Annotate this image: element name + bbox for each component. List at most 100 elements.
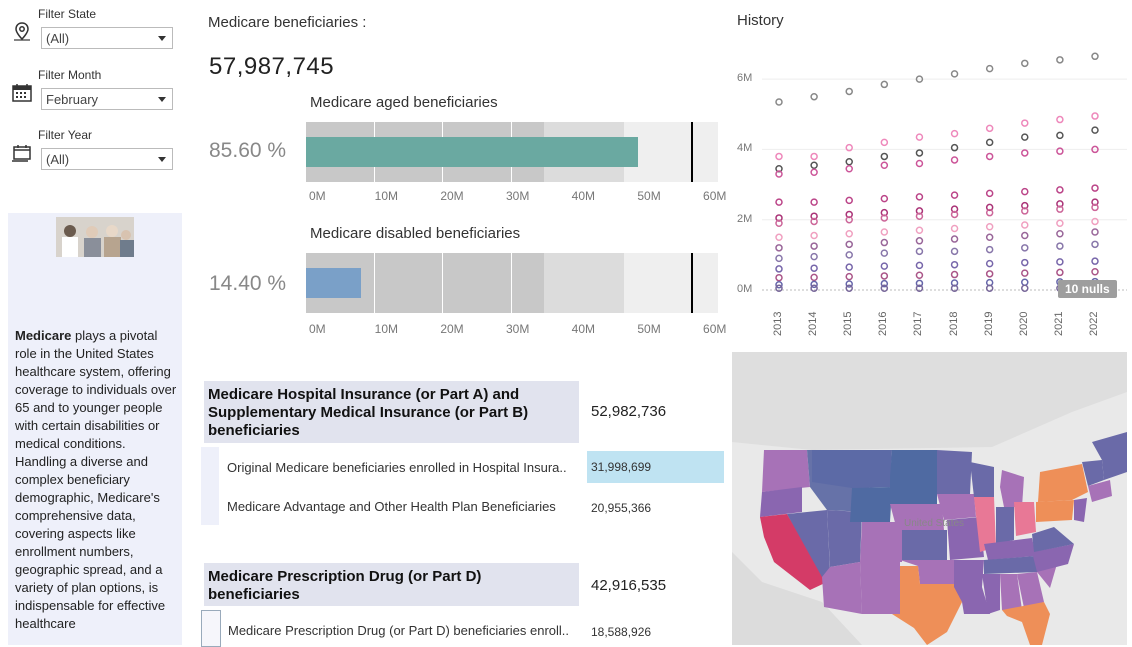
data-point[interactable]	[810, 161, 818, 169]
data-point[interactable]	[845, 251, 853, 259]
state-tn[interactable]	[984, 556, 1038, 574]
data-point[interactable]	[915, 133, 924, 141]
data-point[interactable]	[985, 222, 994, 231]
data-point[interactable]	[950, 210, 959, 219]
state-mt[interactable]	[812, 450, 892, 488]
nulls-badge[interactable]: 10 nulls	[1058, 280, 1117, 298]
data-point[interactable]	[1056, 268, 1064, 277]
data-point[interactable]	[1021, 149, 1029, 157]
us-choropleth-map[interactable]: United States	[732, 352, 1127, 645]
data-point[interactable]	[950, 156, 959, 164]
data-point[interactable]	[880, 194, 889, 203]
state-sd[interactable]	[890, 477, 937, 504]
data-point[interactable]	[985, 138, 994, 147]
data-point[interactable]	[985, 189, 994, 198]
state-pa[interactable]	[1036, 500, 1074, 522]
data-point[interactable]	[1021, 207, 1029, 215]
data-point[interactable]	[1091, 240, 1099, 249]
data-point[interactable]	[810, 231, 818, 240]
data-point[interactable]	[1091, 52, 1099, 61]
data-point[interactable]	[915, 284, 924, 292]
data-point[interactable]	[775, 170, 783, 178]
data-point[interactable]	[880, 272, 889, 280]
data-point[interactable]	[1056, 56, 1064, 64]
data-point[interactable]	[1021, 258, 1029, 267]
data-point[interactable]	[915, 237, 924, 245]
data-point[interactable]	[915, 261, 924, 270]
data-point[interactable]	[775, 273, 783, 282]
data-point[interactable]	[1091, 217, 1099, 226]
data-point[interactable]	[1021, 284, 1029, 292]
state-nc[interactable]	[1032, 544, 1074, 572]
data-point[interactable]	[1021, 231, 1029, 240]
data-point[interactable]	[915, 247, 924, 256]
data-point[interactable]	[950, 70, 959, 78]
data-point[interactable]	[1056, 131, 1064, 140]
data-point[interactable]	[1056, 258, 1064, 266]
data-point[interactable]	[1091, 184, 1099, 192]
state-nv[interactable]	[787, 510, 830, 577]
data-point[interactable]	[985, 233, 994, 242]
data-point[interactable]	[985, 259, 994, 268]
data-point[interactable]	[845, 196, 853, 205]
data-point[interactable]	[880, 279, 889, 288]
data-point[interactable]	[880, 80, 889, 89]
data-point[interactable]	[1091, 203, 1099, 212]
data-point[interactable]	[845, 143, 853, 152]
data-point[interactable]	[1091, 145, 1099, 154]
data-point[interactable]	[985, 64, 994, 73]
state-ca[interactable]	[760, 514, 827, 590]
data-point[interactable]	[845, 272, 853, 281]
data-point[interactable]	[810, 273, 818, 282]
data-point[interactable]	[950, 224, 959, 233]
data-point[interactable]	[915, 149, 924, 157]
data-point[interactable]	[845, 284, 853, 292]
part-ab-header[interactable]: Medicare Hospital Insurance (or Part A) …	[204, 381, 579, 443]
filter-month-select[interactable]: February	[41, 88, 173, 110]
data-point[interactable]	[950, 260, 959, 269]
data-point[interactable]	[810, 217, 818, 226]
data-point[interactable]	[810, 168, 818, 177]
data-point[interactable]	[880, 138, 889, 147]
data-point[interactable]	[845, 230, 853, 238]
state-nj[interactable]	[1074, 498, 1087, 522]
data-point[interactable]	[1056, 219, 1064, 227]
data-point[interactable]	[1091, 257, 1099, 265]
disabled-bar[interactable]	[306, 268, 362, 298]
state-wa-or[interactable]	[762, 450, 810, 492]
data-point[interactable]	[950, 191, 959, 199]
data-point[interactable]	[950, 235, 959, 243]
data-point[interactable]	[950, 129, 959, 138]
part-ab-row-advantage[interactable]: Medicare Advantage and Other Health Plan…	[227, 499, 556, 514]
data-point[interactable]	[810, 252, 818, 261]
data-point[interactable]	[1021, 269, 1029, 277]
state-oh[interactable]	[1014, 502, 1036, 536]
data-point[interactable]	[775, 233, 783, 242]
data-point[interactable]	[810, 92, 818, 101]
data-point[interactable]	[775, 244, 783, 252]
state-me[interactable]	[1092, 432, 1127, 480]
data-point[interactable]	[915, 212, 924, 220]
state-nm[interactable]	[860, 562, 900, 614]
part-d-row[interactable]: Medicare Prescription Drug (or Part D) b…	[228, 623, 570, 638]
data-point[interactable]	[775, 254, 783, 263]
data-point[interactable]	[880, 228, 889, 236]
state-ut[interactable]	[827, 510, 862, 567]
data-point[interactable]	[845, 215, 853, 224]
data-point[interactable]	[950, 270, 959, 279]
data-point[interactable]	[845, 280, 853, 288]
state-in[interactable]	[996, 507, 1014, 544]
data-point[interactable]	[1021, 187, 1029, 196]
data-point[interactable]	[985, 284, 994, 292]
data-point[interactable]	[775, 152, 783, 161]
data-point[interactable]	[1021, 133, 1029, 141]
data-point[interactable]	[985, 124, 994, 133]
data-point[interactable]	[775, 198, 783, 206]
data-point[interactable]	[915, 159, 924, 168]
data-point[interactable]	[915, 75, 924, 83]
state-ia[interactable]	[937, 494, 976, 520]
data-point[interactable]	[810, 284, 818, 292]
state-ne[interactable]	[890, 504, 944, 530]
state-vt-nh[interactable]	[1082, 460, 1104, 486]
data-point[interactable]	[1021, 59, 1029, 68]
